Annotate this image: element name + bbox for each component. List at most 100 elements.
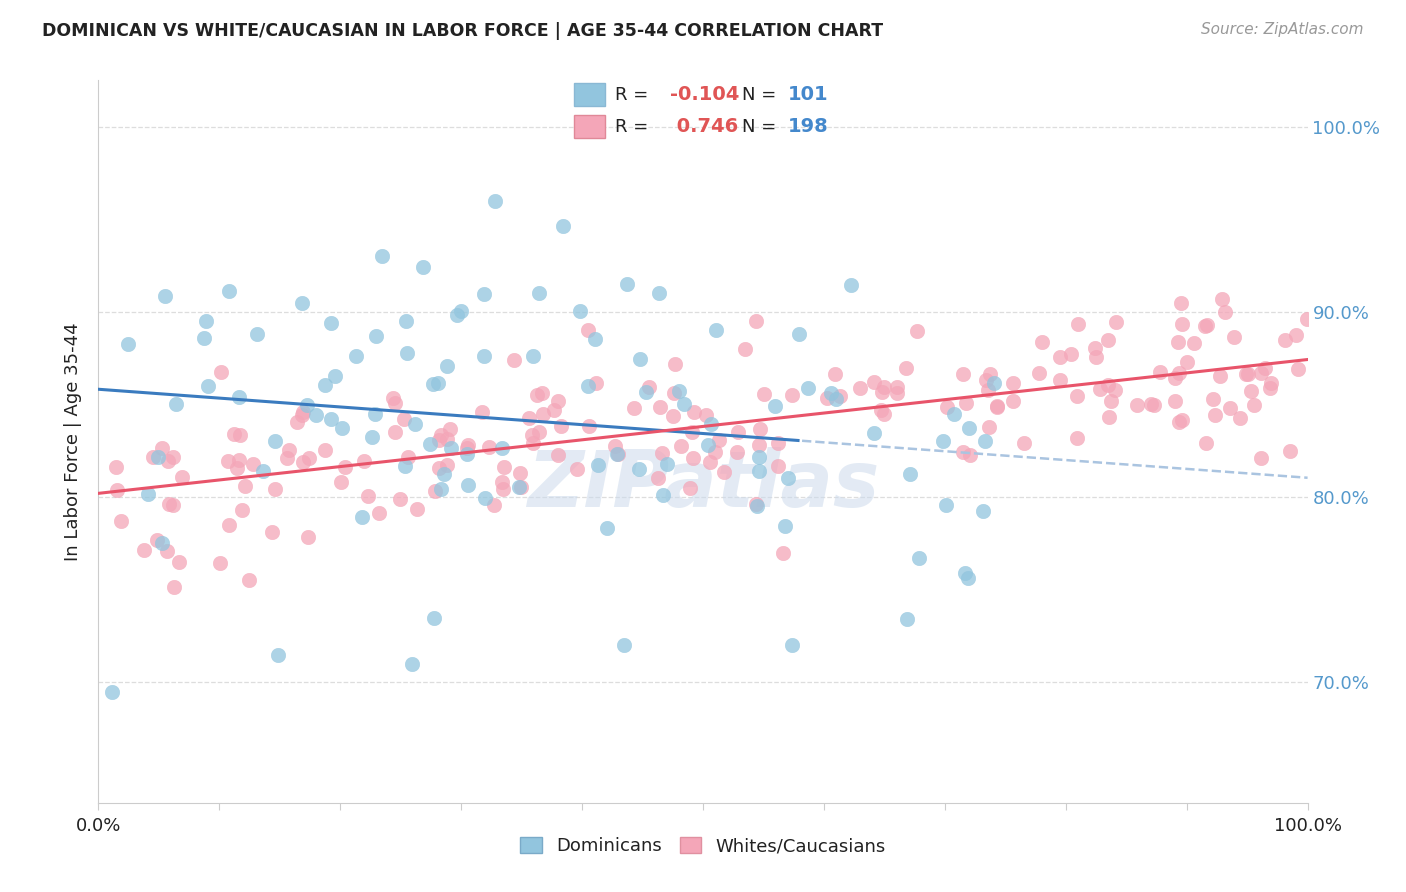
Point <box>907 551 929 566</box>
Text: R =: R = <box>616 86 654 103</box>
Point <box>583 333 606 347</box>
Point <box>422 610 444 624</box>
Point <box>167 555 190 569</box>
Point <box>224 426 246 441</box>
Point <box>647 470 669 484</box>
Point <box>681 425 703 439</box>
Point <box>1202 392 1225 406</box>
Point <box>1209 369 1232 384</box>
Point <box>517 410 540 425</box>
Point <box>672 396 695 410</box>
Point <box>1170 295 1192 310</box>
Point <box>526 388 548 402</box>
Point <box>104 459 127 474</box>
Point <box>494 459 516 474</box>
Point <box>1049 350 1071 364</box>
Point <box>492 482 515 496</box>
Point <box>1234 367 1257 381</box>
Point <box>766 435 789 450</box>
Point <box>146 450 169 464</box>
Point <box>550 419 572 434</box>
Point <box>1194 319 1216 334</box>
Point <box>110 514 132 528</box>
Point <box>873 379 896 393</box>
Point <box>725 445 748 459</box>
Point <box>395 346 418 360</box>
Point <box>427 460 450 475</box>
Point <box>704 323 727 337</box>
Point <box>1140 397 1163 411</box>
Point <box>936 400 959 414</box>
Point <box>700 417 723 431</box>
Point <box>787 326 810 341</box>
Point <box>1031 335 1053 350</box>
Point <box>862 375 884 389</box>
Point <box>472 349 495 363</box>
Point <box>1284 328 1306 343</box>
Point <box>531 386 554 401</box>
Point <box>425 483 447 498</box>
Text: 198: 198 <box>787 117 828 136</box>
Point <box>439 422 461 436</box>
Text: N =: N = <box>742 118 782 136</box>
Point <box>208 556 231 570</box>
Point <box>429 433 451 447</box>
Point <box>959 448 981 462</box>
Point <box>628 351 651 366</box>
Text: N =: N = <box>742 86 782 103</box>
Point <box>531 407 554 421</box>
Point <box>695 408 717 422</box>
Point <box>478 440 501 454</box>
Point <box>229 427 252 442</box>
Point <box>957 571 980 585</box>
Point <box>669 439 692 453</box>
Point <box>100 684 122 698</box>
Point <box>668 384 690 398</box>
Point <box>1167 415 1189 429</box>
Point <box>329 475 352 490</box>
Point <box>873 407 896 421</box>
Point <box>472 287 495 301</box>
Point <box>344 349 367 363</box>
Point <box>697 438 720 452</box>
Point <box>209 365 232 379</box>
Point <box>450 303 472 318</box>
Point <box>935 499 957 513</box>
Point <box>704 444 727 458</box>
Point <box>1143 398 1166 412</box>
Point <box>745 314 768 328</box>
Point <box>319 412 342 426</box>
Point <box>406 502 429 516</box>
Point <box>1213 305 1236 319</box>
Point <box>1171 318 1194 332</box>
Point <box>292 454 315 468</box>
Point <box>1195 435 1218 450</box>
Y-axis label: In Labor Force | Age 35-44: In Labor Force | Age 35-44 <box>65 322 83 561</box>
Text: Source: ZipAtlas.com: Source: ZipAtlas.com <box>1201 22 1364 37</box>
Point <box>366 329 388 343</box>
Point <box>1060 347 1083 361</box>
Point <box>484 498 506 512</box>
Point <box>474 491 496 505</box>
Point <box>957 421 980 435</box>
Point <box>319 317 342 331</box>
Point <box>815 392 838 406</box>
Point <box>870 403 893 417</box>
Point <box>491 441 513 455</box>
Point <box>1168 367 1191 381</box>
Point <box>105 483 128 498</box>
Point <box>683 405 706 419</box>
Point <box>412 260 434 275</box>
Point <box>384 396 406 410</box>
Point <box>150 441 173 455</box>
Point <box>953 566 976 580</box>
Point <box>352 510 374 524</box>
Point <box>471 405 494 419</box>
Point <box>267 648 290 662</box>
Point <box>749 422 772 436</box>
Point <box>394 459 416 474</box>
Point <box>117 336 139 351</box>
Point <box>1240 384 1263 398</box>
Point <box>1195 318 1218 332</box>
Point <box>568 304 591 318</box>
